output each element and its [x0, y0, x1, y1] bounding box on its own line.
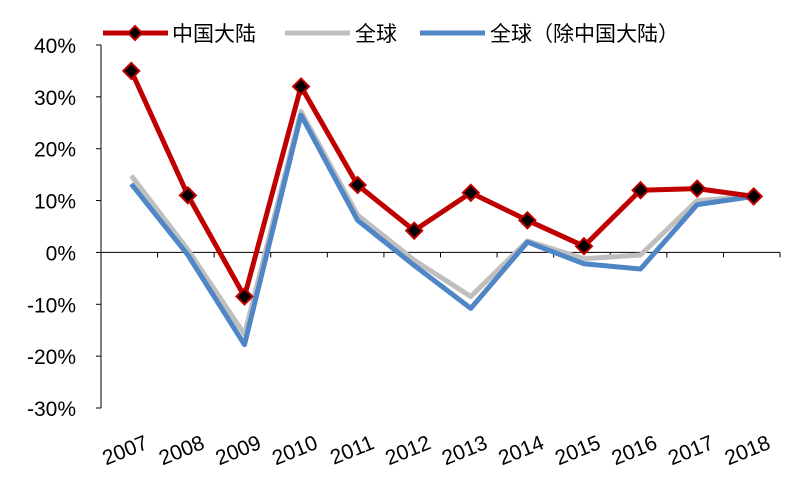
- data-point-marker: [235, 287, 254, 306]
- data-point-marker: [517, 210, 537, 230]
- data-point-marker: [744, 187, 764, 206]
- x-tick-label: 2010: [269, 431, 321, 470]
- x-tick-label: 2009: [212, 431, 264, 470]
- x-tick-label: 2015: [552, 431, 604, 470]
- x-tick-label: 2013: [439, 431, 491, 470]
- x-tick-label: 2012: [382, 431, 434, 470]
- y-tick-label: 40%: [34, 35, 76, 58]
- legend-label-global: 全球: [355, 22, 397, 46]
- x-tick-label: 2018: [722, 431, 774, 470]
- data-point-marker: [461, 183, 481, 203]
- data-point-marker: [574, 236, 594, 256]
- series-lines: [129, 69, 755, 348]
- series-line-2: [129, 112, 755, 348]
- y-tick-label: -20%: [27, 346, 76, 369]
- legend: 中国大陆 全球 全球（除中国大陆）: [103, 22, 679, 46]
- x-tick-label: 2014: [495, 431, 547, 470]
- data-point-marker: [404, 221, 424, 241]
- data-point-marker: [121, 61, 141, 81]
- x-tick-labels: 2007 2008 2009 2010 2011 2012 2013 2014 2015 2016…: [99, 431, 773, 470]
- data-point-marker: [348, 175, 368, 195]
- y-tick-label: 0%: [46, 242, 76, 265]
- series-line-1: [129, 108, 754, 337]
- series-line-0: [129, 69, 755, 299]
- series-markers: [121, 61, 764, 306]
- data-point-marker: [291, 77, 311, 96]
- y-tick-label: 10%: [34, 191, 76, 214]
- y-tick-label: -30%: [27, 398, 76, 421]
- x-tick-label: 2008: [156, 431, 208, 470]
- x-tick-label: 2007: [99, 431, 151, 470]
- y-tick-label: -10%: [27, 294, 76, 317]
- data-point-marker: [178, 185, 198, 205]
- y-tick-label: 20%: [34, 139, 76, 162]
- data-point-marker: [631, 180, 650, 200]
- legend-marker-china: [126, 24, 144, 42]
- data-point-marker: [687, 179, 707, 199]
- x-tick-label: 2011: [327, 431, 377, 469]
- x-tick-label: 2017: [665, 431, 717, 470]
- y-tick-label: 30%: [34, 87, 76, 110]
- legend-label-china: 中国大陆: [172, 22, 256, 46]
- y-tick-labels: 40% 30% 20% 10% 0% -10% -20% -30%: [27, 35, 76, 421]
- legend-label-global-ex-china: 全球（除中国大陆）: [490, 22, 679, 46]
- x-tick-label: 2016: [608, 431, 660, 470]
